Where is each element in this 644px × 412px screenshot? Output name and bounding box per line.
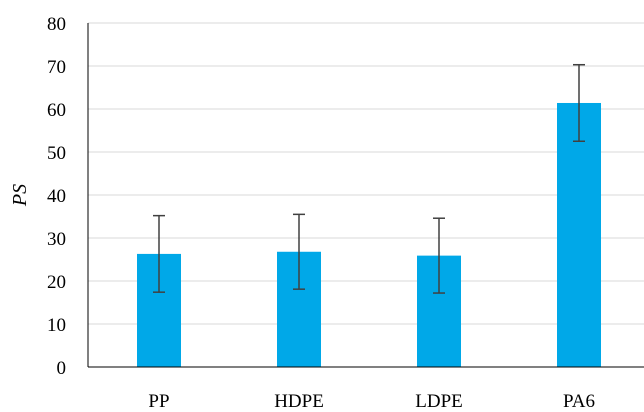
bars <box>137 102 601 367</box>
y-tick-label: 10 <box>47 315 66 336</box>
y-tick-label: 60 <box>47 100 66 121</box>
y-tick-label: 80 <box>47 14 66 35</box>
y-tick-label: 0 <box>57 358 67 379</box>
y-tick-label: 70 <box>47 57 66 78</box>
y-tick-label: 40 <box>47 186 66 207</box>
bar <box>557 102 601 367</box>
error-bar <box>153 214 165 293</box>
x-tick-labels: PP HDPE LDPE PA6 <box>148 391 595 412</box>
error-bar <box>293 213 305 290</box>
y-tick-labels: 0 10 20 30 40 50 60 70 80 <box>47 14 66 379</box>
y-axis-title: PS <box>9 184 31 207</box>
y-tick-label: 30 <box>47 229 66 250</box>
x-tick-label: LDPE <box>415 391 463 412</box>
x-tick-label: HDPE <box>274 391 324 412</box>
error-bars <box>153 63 585 294</box>
x-tick-label: PP <box>148 391 169 412</box>
error-bar <box>573 63 585 142</box>
axes <box>87 23 644 368</box>
x-tick-label: PA6 <box>563 391 595 412</box>
y-tick-label: 20 <box>47 272 66 293</box>
error-bar <box>433 217 445 294</box>
y-tick-label: 50 <box>47 143 66 164</box>
